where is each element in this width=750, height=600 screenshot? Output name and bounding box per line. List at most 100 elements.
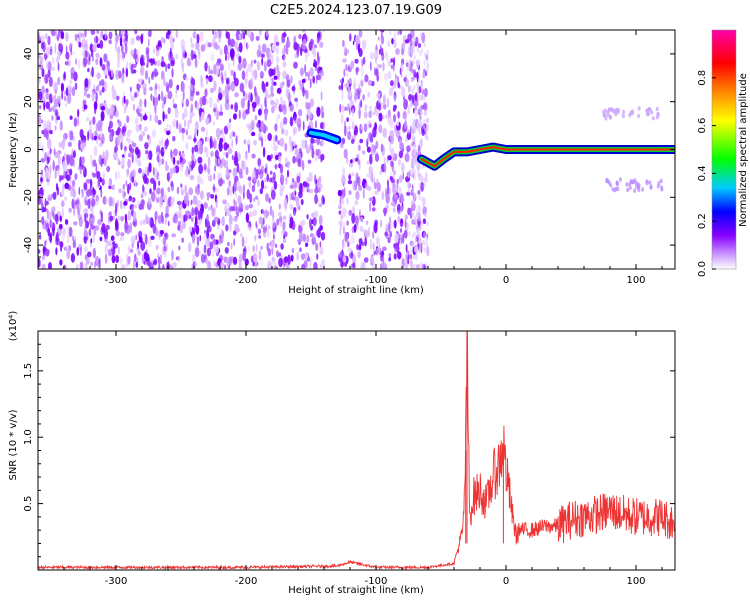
heatmap-noise-speck — [408, 85, 411, 93]
heatmap-noise-speck — [176, 119, 179, 130]
heatmap-noise-speck — [160, 36, 165, 43]
heatmap-noise-speck — [117, 51, 121, 61]
heatmap-noise-speck — [358, 185, 363, 192]
heatmap-noise-speck — [59, 215, 62, 223]
heatmap-noise-speck — [347, 247, 352, 253]
heatmap-noise-speck — [215, 41, 218, 51]
heatmap-noise-speck — [99, 57, 103, 67]
heatmap-noise-speck — [201, 95, 207, 106]
heatmap-noise-speck — [357, 141, 360, 152]
heatmap-noise-speck — [91, 66, 94, 78]
heatmap-noise-speck — [372, 231, 375, 239]
heatmap-noise-speck — [241, 160, 246, 171]
heatmap-noise-speck — [145, 213, 149, 224]
heatmap-noise-speck — [146, 134, 150, 140]
heatmap-noise-speck — [247, 138, 251, 150]
heatmap-noise-speck — [138, 83, 140, 93]
heatmap-noise-speck — [358, 108, 361, 119]
heatmap-noise-speck — [262, 217, 265, 225]
heatmap-noise-speck — [302, 38, 307, 46]
heatmap-noise-speck — [50, 97, 53, 104]
heatmap-noise-speck — [370, 174, 372, 182]
heatmap-noise-speck — [377, 64, 382, 69]
heatmap-noise-speck — [73, 221, 78, 226]
heatmap-noise-speck — [341, 89, 344, 101]
heatmap-noise-speck — [393, 94, 396, 103]
heatmap-sideband-speck — [651, 116, 655, 121]
heatmap-noise-speck — [375, 140, 379, 150]
heatmap-noise-speck — [129, 89, 133, 98]
heatmap-noise-speck — [293, 61, 298, 69]
heatmap-noise-speck — [401, 162, 405, 174]
heatmap-noise-speck — [351, 213, 356, 224]
heatmap-noise-speck — [217, 172, 222, 180]
heatmap-noise-speck — [387, 109, 391, 119]
heatmap-noise-speck — [115, 109, 119, 118]
heatmap-noise-speck — [291, 178, 295, 183]
heatmap-noise-speck — [38, 91, 43, 101]
heatmap-noise-speck — [100, 211, 103, 223]
heatmap-noise-speck — [70, 186, 74, 197]
heatmap-noise-speck — [358, 244, 362, 251]
heatmap-noise-speck — [114, 243, 118, 249]
heatmap-noise-speck — [417, 167, 419, 175]
heatmap-noise-speck — [270, 240, 274, 249]
heatmap-noise-speck — [70, 253, 75, 263]
heatmap-noise-speck — [130, 37, 135, 46]
heatmap-noise-speck — [277, 113, 281, 120]
heatmap-noise-speck — [129, 248, 134, 253]
heatmap-noise-speck — [300, 253, 305, 261]
heatmap-sideband-speck — [660, 185, 664, 190]
heatmap-noise-speck — [128, 144, 133, 152]
heatmap-noise-speck — [401, 86, 406, 98]
heatmap-noise-speck — [77, 116, 80, 127]
heatmap-noise-speck — [264, 167, 267, 174]
heatmap-noise-speck — [404, 153, 410, 163]
heatmap-noise-speck — [273, 135, 276, 146]
heatmap-noise-speck — [301, 78, 306, 84]
heatmap-noise-speck — [418, 195, 421, 201]
heatmap-noise-speck — [41, 65, 44, 72]
heatmap-noise-speck — [209, 138, 212, 149]
heatmap-noise-speck — [197, 156, 203, 164]
heatmap-noise-speck — [307, 159, 312, 164]
heatmap-noise-speck — [418, 182, 421, 188]
heatmap-noise-speck — [351, 172, 355, 177]
heatmap-noise-speck — [425, 177, 429, 183]
heatmap-noise-speck — [83, 90, 87, 97]
heatmap-noise-speck — [385, 204, 390, 209]
heatmap-noise-speck — [423, 95, 426, 101]
heatmap-noise-speck — [78, 216, 83, 227]
heatmap-noise-speck — [206, 229, 210, 239]
heatmap-noise-speck — [298, 147, 302, 154]
heatmap-noise-speck — [406, 191, 411, 196]
heatmap-noise-speck — [114, 145, 118, 152]
heatmap-noise-speck — [143, 260, 146, 265]
colorbar-label: Normalized spectral amplitude — [738, 73, 749, 227]
heatmap-noise-speck — [149, 188, 152, 195]
heatmap-noise-speck — [301, 160, 305, 171]
heatmap-noise-speck — [264, 134, 267, 143]
heatmap-noise-speck — [358, 83, 360, 89]
heatmap-noise-speck — [391, 84, 394, 91]
heatmap-noise-speck — [127, 255, 131, 265]
heatmap-noise-speck — [210, 204, 213, 210]
heatmap-noise-speck — [378, 102, 381, 111]
heatmap-noise-speck — [250, 77, 254, 86]
heatmap-noise-speck — [152, 166, 155, 176]
heatmap-noise-speck — [120, 264, 126, 269]
heatmap-noise-speck — [270, 92, 275, 97]
heatmap-noise-speck — [187, 119, 190, 130]
heatmap-noise-speck — [52, 227, 55, 237]
heatmap-noise-speck — [375, 57, 377, 64]
heatmap-noise-speck — [96, 30, 100, 34]
heatmap-noise-speck — [70, 72, 74, 80]
heatmap-noise-speck — [283, 231, 288, 238]
heatmap-noise-speck — [199, 31, 204, 42]
heatmap-noise-speck — [144, 233, 148, 245]
heatmap-noise-speck — [416, 247, 419, 253]
heatmap-noise-speck — [417, 190, 421, 195]
heatmap-noise-speck — [233, 230, 237, 236]
heatmap-noise-speck — [393, 39, 397, 49]
heatmap-noise-speck — [233, 217, 237, 222]
